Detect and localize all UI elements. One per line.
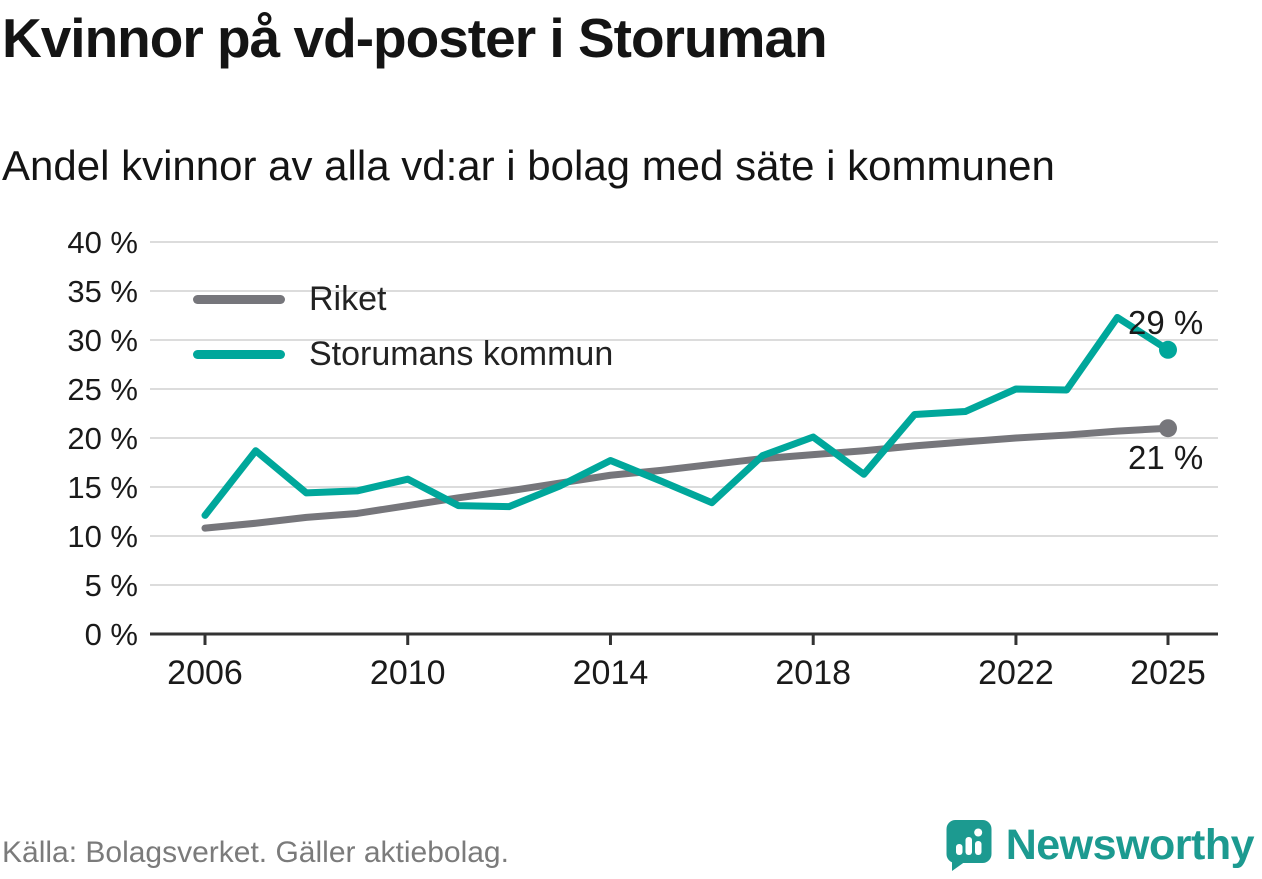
chart-legend: Riket Storumans kommun (193, 272, 613, 382)
x-axis-tick-label: 2010 (370, 654, 446, 692)
newsworthy-logo: Newsworthy (945, 818, 1255, 872)
source-note: Källa: Bolagsverket. Gäller aktiebolag. (2, 836, 509, 869)
y-axis-tick-label: 10 % (67, 519, 138, 554)
storumans-kommun-line (201, 313, 1172, 519)
riket-end-dot (1159, 419, 1177, 438)
riket-line (201, 424, 1172, 532)
x-axis-tick-label: 2006 (167, 654, 243, 692)
y-axis-tick-label: 40 % (67, 225, 138, 260)
x-axis-tick-label: 2018 (775, 654, 851, 692)
riket-line-swatch (193, 295, 285, 304)
y-axis-tick-label: 15 % (67, 470, 138, 505)
y-axis-tick-label: 30 % (67, 323, 138, 358)
legend-label-storuman: Storumans kommun (309, 335, 614, 373)
legend-item-storuman: Storumans kommun (193, 327, 613, 382)
y-axis-tick-label: 25 % (67, 372, 138, 407)
line-chart: 0 % 5 % 10 % 15 % 20 % 25 % 30 % 35 % 40 % 2006 20… (0, 212, 1262, 717)
y-axis-tick-label: 20 % (67, 421, 138, 456)
chart-canvas: 0 % 5 % 10 % 15 % 20 % 25 % 30 % 35 % 40 % 2006 20… (67, 225, 1218, 692)
y-axis-tick-label: 5 % (85, 568, 138, 603)
x-axis-tick-label: 2022 (978, 654, 1054, 692)
x-axis-tick-label: 2025 (1130, 654, 1206, 692)
storuman-line-swatch (193, 350, 285, 359)
legend-item-riket: Riket (193, 272, 613, 327)
storuman-end-value-label: 29 % (1128, 304, 1204, 341)
riket-end-value-label: 21 % (1128, 439, 1204, 476)
y-axis-tick-label: 35 % (67, 274, 138, 309)
newsworthy-wordmark: Newsworthy (1005, 820, 1255, 869)
chart-title: Kvinnor på vd-poster i Storuman (2, 7, 828, 69)
newsworthy-chart-bubble-icon (946, 820, 992, 871)
x-axis-tick-label: 2014 (573, 654, 649, 692)
legend-label-riket: Riket (309, 280, 387, 318)
chart-subtitle: Andel kvinnor av alla vd:ar i bolag med … (2, 142, 1055, 189)
y-axis-tick-label: 0 % (85, 617, 138, 652)
storumans-kommun-end-dot (1159, 340, 1177, 359)
